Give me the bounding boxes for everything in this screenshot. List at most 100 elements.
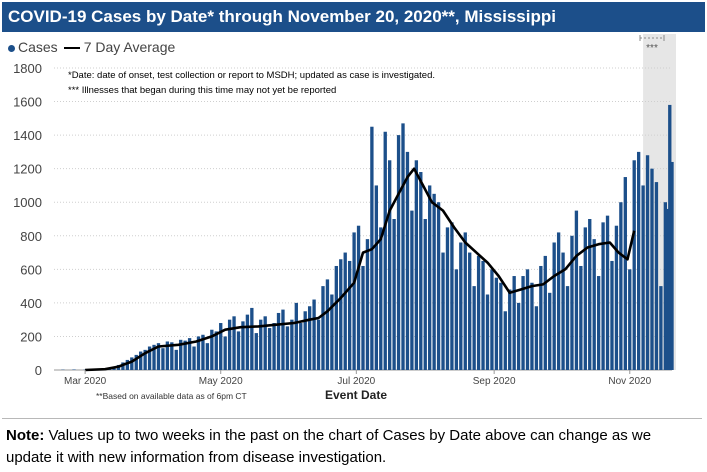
- case-bar: [619, 202, 623, 370]
- avg-legend-marker: [63, 47, 80, 50]
- case-bar: [290, 319, 294, 370]
- case-bar: [192, 346, 196, 370]
- case-bar: [330, 294, 334, 370]
- case-bar: [432, 193, 436, 370]
- y-axis: 0 200 400 600 800 1000 1200 1400 1600 1800: [13, 61, 42, 378]
- case-bar: [259, 319, 263, 370]
- case-bars: [61, 104, 674, 371]
- case-bar: [472, 286, 476, 370]
- case-bar: [419, 172, 423, 370]
- case-bar: [468, 252, 472, 370]
- case-bar: [134, 354, 138, 370]
- case-bar: [307, 306, 312, 370]
- data-as-of-note: **Based on available data as of 6pm CT: [96, 391, 247, 401]
- case-bar: [548, 292, 552, 370]
- case-bar: [143, 349, 147, 370]
- case-bar: [405, 151, 410, 370]
- case-bar: [125, 359, 130, 370]
- case-bar: [196, 336, 201, 370]
- y-tick-label: 800: [20, 229, 42, 244]
- case-bar: [303, 311, 307, 370]
- case-bar: [285, 326, 290, 370]
- x-tick-label: Nov 2020: [608, 376, 651, 387]
- note-label: Note:: [6, 427, 45, 444]
- case-bar: [574, 210, 579, 370]
- case-bar: [170, 342, 174, 370]
- case-bar: [521, 276, 525, 370]
- cases-chart: 0 200 400 600 800 1000 1200 1400 1600 1800 Mar 20…: [13, 34, 676, 402]
- case-bar: [552, 242, 556, 370]
- case-bar: [352, 232, 356, 370]
- y-tick-label: 400: [20, 296, 42, 311]
- case-bar: [356, 225, 361, 370]
- case-bar: [543, 255, 547, 370]
- case-bar: [401, 123, 405, 370]
- y-tick-label: 1200: [13, 162, 42, 177]
- case-bar: [579, 265, 583, 370]
- case-bar: [183, 340, 187, 370]
- case-bar: [343, 252, 347, 370]
- case-bar: [147, 346, 152, 370]
- case-bar: [334, 265, 338, 370]
- case-bar: [414, 160, 419, 370]
- case-bar: [503, 311, 507, 370]
- case-bar: [654, 182, 659, 370]
- case-bar: [379, 227, 383, 370]
- cases-legend-label: Cases: [18, 39, 58, 55]
- case-bar: [530, 282, 534, 370]
- cases-legend-marker: [8, 44, 15, 52]
- case-bar: [388, 160, 392, 370]
- case-bar: [614, 225, 619, 370]
- x-tick-label: May 2020: [199, 376, 243, 387]
- case-bar: [663, 202, 667, 370]
- case-bar: [670, 161, 674, 370]
- y-tick-label: 1000: [13, 195, 42, 210]
- case-bar: [636, 151, 641, 370]
- case-bar: [481, 260, 485, 370]
- case-bar: [428, 185, 432, 370]
- case-bar: [254, 333, 258, 370]
- case-bar: [316, 319, 321, 370]
- case-bar: [436, 202, 441, 370]
- case-bar: [494, 277, 499, 370]
- case-bar: [534, 306, 539, 370]
- case-bar: [227, 319, 232, 370]
- case-bar: [668, 104, 672, 371]
- case-bar: [347, 260, 352, 370]
- case-bar: [499, 282, 503, 370]
- case-bar: [236, 331, 241, 370]
- case-bar: [561, 252, 565, 370]
- case-bar: [179, 339, 183, 370]
- case-bar: [632, 160, 636, 370]
- case-bar: [281, 309, 285, 370]
- case-bar: [463, 232, 467, 370]
- case-bar: [263, 316, 267, 370]
- case-bar: [383, 131, 387, 370]
- x-tick-label: Sep 2020: [473, 376, 516, 387]
- case-bar: [645, 155, 650, 370]
- y-tick-label: 200: [20, 329, 42, 344]
- case-bar: [205, 343, 210, 370]
- case-bar: [365, 239, 370, 370]
- case-bar: [641, 185, 645, 370]
- case-bar: [312, 299, 316, 370]
- y-tick-label: 1400: [13, 128, 42, 143]
- case-bar: [583, 227, 587, 370]
- case-bar: [152, 344, 156, 370]
- case-bar: [592, 239, 596, 370]
- case-bar: [659, 286, 663, 370]
- case-bar: [512, 276, 516, 370]
- case-bar: [485, 294, 490, 370]
- case-bar: [139, 351, 143, 370]
- case-bar: [276, 312, 281, 370]
- case-bar: [623, 177, 627, 370]
- case-bar: [325, 279, 330, 370]
- case-bar: [130, 357, 134, 370]
- case-bar: [423, 219, 427, 370]
- x-axis: Mar 2020 May 2020 Jul 2020 Sep 2020 Nov 2020: [64, 370, 652, 387]
- y-tick-label: 1800: [13, 61, 42, 76]
- case-bar: [299, 323, 303, 370]
- case-bar: [508, 289, 512, 370]
- case-bar: [201, 334, 205, 370]
- case-bar: [241, 321, 245, 370]
